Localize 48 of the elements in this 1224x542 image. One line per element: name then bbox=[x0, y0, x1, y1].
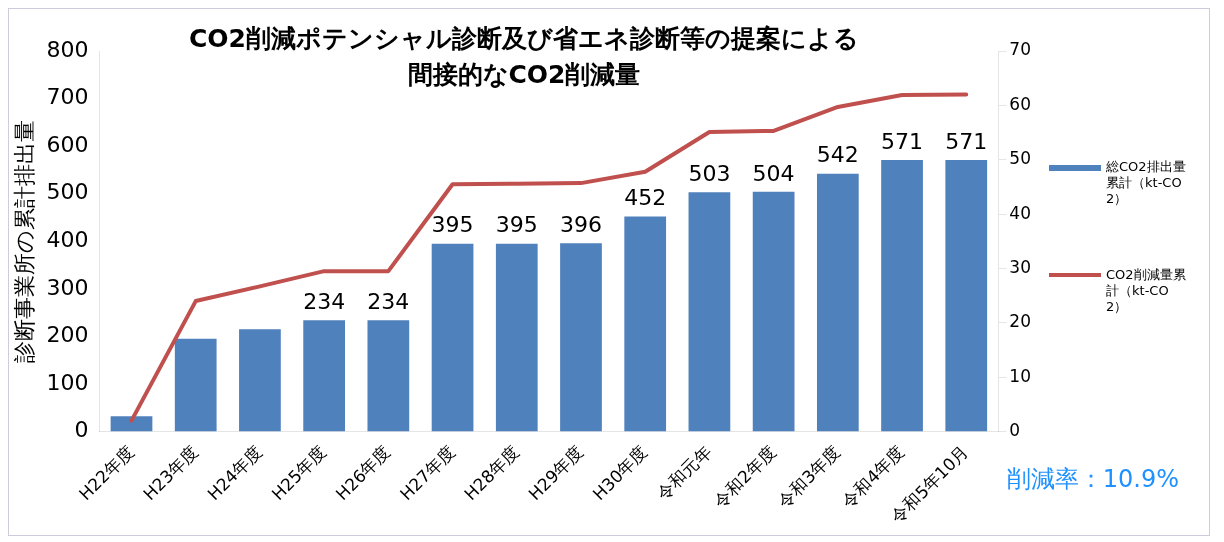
y2-tick-label: 30 bbox=[1009, 256, 1032, 277]
data-label: 571 bbox=[945, 128, 988, 154]
y-tick-label: 300 bbox=[46, 274, 89, 300]
data-label: 503 bbox=[688, 161, 731, 186]
y2-tick-label: 10 bbox=[1009, 365, 1032, 386]
bar bbox=[495, 243, 538, 432]
y-tick-label: 500 bbox=[46, 179, 89, 205]
y2-tick-label: 50 bbox=[1009, 148, 1032, 169]
bar bbox=[303, 320, 346, 432]
bar bbox=[624, 216, 667, 432]
data-label: 504 bbox=[752, 160, 795, 186]
data-label: 234 bbox=[303, 288, 346, 314]
bar bbox=[945, 159, 988, 432]
y2-tick-label: 70 bbox=[1009, 39, 1032, 60]
y2-tick-label: 60 bbox=[1009, 93, 1032, 114]
bar bbox=[174, 338, 217, 432]
bar bbox=[688, 192, 731, 432]
y-tick-label: 400 bbox=[46, 226, 89, 252]
y-tick-label: 800 bbox=[46, 36, 89, 62]
data-label: 396 bbox=[559, 211, 602, 237]
data-label: 571 bbox=[881, 128, 924, 154]
bar bbox=[816, 173, 859, 432]
legend-label: 総CO2排出量累計（kt-CO2） bbox=[1106, 159, 1186, 207]
x-tick-label: 令和元年 bbox=[653, 441, 716, 504]
y2-tick-label: 0 bbox=[1009, 419, 1021, 440]
data-label: 234 bbox=[367, 288, 410, 314]
bar bbox=[239, 329, 281, 432]
y2-tick-label: 20 bbox=[1009, 311, 1032, 332]
bar bbox=[881, 159, 923, 432]
y-tick-label: 0 bbox=[74, 417, 89, 443]
y-tick-label: 700 bbox=[46, 84, 89, 110]
bar bbox=[431, 243, 474, 432]
y-tick-label: 200 bbox=[46, 322, 89, 348]
bar bbox=[367, 320, 410, 432]
chart-title: CO2削減ポテンシャル診断及び省エネ診断等の提案による間接的なCO2削減量 bbox=[188, 23, 860, 91]
data-label: 395 bbox=[495, 212, 538, 238]
data-label: 452 bbox=[624, 185, 667, 211]
y-tick-label: 600 bbox=[46, 131, 89, 157]
bar bbox=[752, 191, 795, 432]
text: 削減率：10.9% bbox=[1006, 464, 1179, 495]
data-label: 395 bbox=[431, 212, 474, 238]
legend-label: CO2削減量累計（kt-CO2） bbox=[1106, 267, 1186, 315]
y2-tick-label: 40 bbox=[1009, 202, 1032, 223]
y-axis-title: 診断事業所の累計排出量 bbox=[11, 119, 37, 363]
y-tick-label: 100 bbox=[46, 369, 89, 395]
data-label: 542 bbox=[816, 142, 859, 168]
bar bbox=[110, 416, 153, 432]
bar bbox=[560, 243, 602, 432]
